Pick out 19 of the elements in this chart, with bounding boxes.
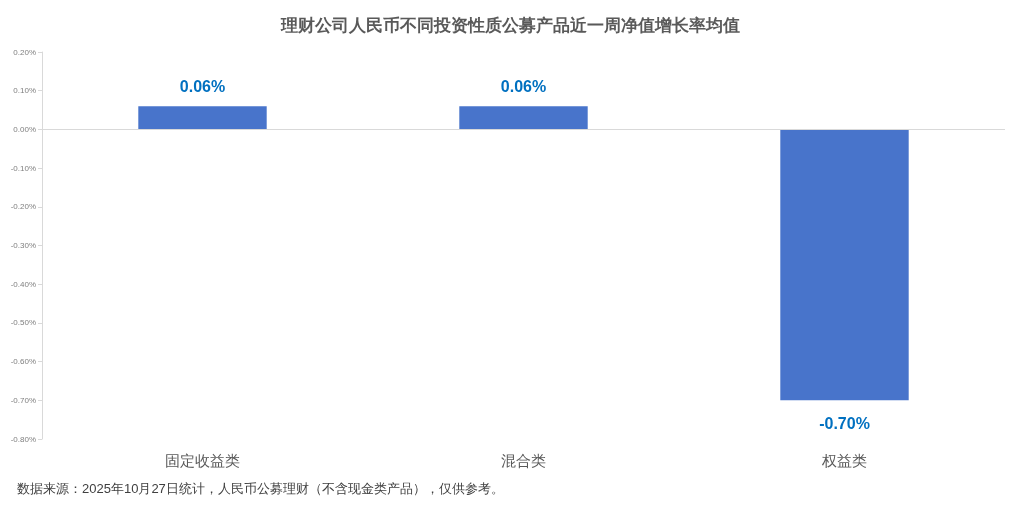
y-tick-label: -0.10%	[10, 163, 36, 173]
y-tick-label: -0.40%	[10, 279, 36, 289]
y-tick-label: -0.80%	[10, 434, 36, 444]
data-label: 0.06%	[500, 77, 547, 95]
chart-title: 理财公司人民币不同投资性质公募产品近一周净值增长率均值	[280, 16, 740, 35]
y-tick-label: 0.10%	[13, 86, 36, 96]
y-tick-label: -0.60%	[10, 357, 36, 367]
y-tick-label: -0.30%	[10, 241, 36, 250]
x-tick-label: 权益类	[821, 452, 867, 469]
x-tick-label: 混合类	[501, 452, 546, 469]
x-tick-label: 固定收益类	[165, 452, 240, 469]
data-label: -0.70%	[819, 414, 870, 432]
y-tick-label: -0.70%	[10, 395, 36, 405]
source-note: 数据来源：2025年10月27日统计，人民币公募理财（不含现金类产品），仅供参考。	[17, 481, 504, 496]
y-tick-label: 0.00%	[13, 124, 36, 134]
y-tick-label: -0.20%	[10, 202, 36, 212]
y-tick-label: 0.20%	[13, 47, 36, 57]
data-label: 0.06%	[179, 77, 226, 95]
y-tick-label: -0.50%	[10, 318, 36, 328]
